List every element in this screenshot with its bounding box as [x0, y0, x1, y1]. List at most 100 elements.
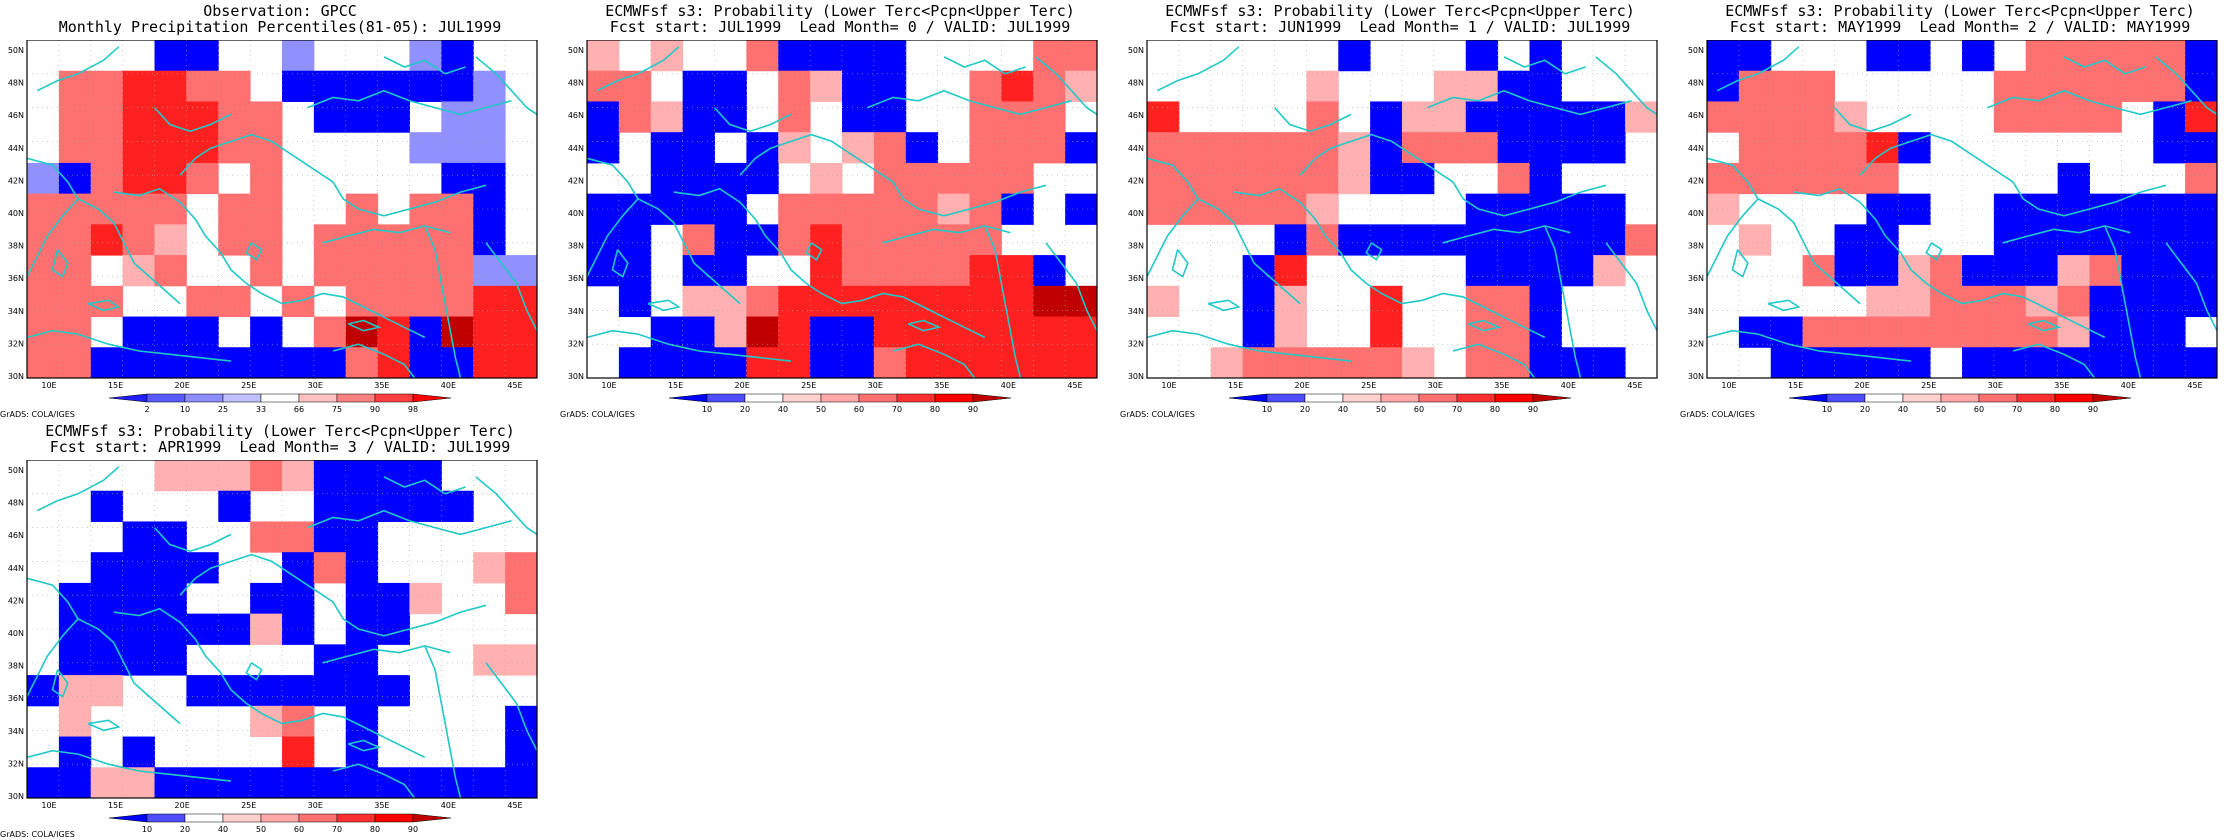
grid-cell [1529, 40, 1562, 72]
grid-cell [1274, 285, 1307, 318]
coastline [2063, 56, 2146, 75]
grid-cell [1993, 347, 2027, 379]
grid-cell [186, 40, 219, 72]
coastline [485, 662, 538, 752]
grid-cell [1210, 132, 1244, 164]
grid-cell [937, 162, 970, 195]
grid-cell [345, 70, 379, 102]
grid-cell [409, 40, 442, 72]
legend-swatch [412, 393, 452, 403]
grid-cell [154, 644, 187, 676]
grid-cell [409, 132, 442, 164]
grid-cell [1338, 40, 1371, 72]
grid-cell [650, 193, 684, 225]
grid-cell [2185, 285, 2218, 318]
grid-cell [313, 490, 347, 522]
grid-cell [1529, 132, 1562, 164]
grid-cell [186, 162, 219, 195]
lon-label: 10E [41, 381, 56, 390]
grid-cell [1370, 316, 1403, 348]
grid-cell [186, 347, 219, 379]
coastline [51, 249, 69, 278]
grid-cell [1306, 70, 1339, 102]
lat-label: 36N [1688, 274, 1704, 283]
legend-label: 80 [930, 405, 940, 414]
coastline [1605, 242, 1658, 332]
legend-swatch [1342, 393, 1382, 403]
grid-cell [587, 193, 620, 225]
grid-cell [1529, 193, 1562, 225]
grid-cell [778, 101, 811, 133]
grid-cell [842, 224, 875, 256]
grid-cell [1802, 70, 1835, 102]
grid-cell [473, 193, 506, 225]
legend-swatch [668, 393, 708, 403]
grid-cell [2057, 162, 2090, 195]
grid-cell [1866, 162, 1899, 195]
panel-subtitle: Monthly Precipitation Percentiles(81-05)… [58, 18, 502, 36]
grid-cell [1993, 285, 2027, 318]
grid-cell [154, 552, 187, 584]
grid-cell [58, 224, 92, 256]
grid-cell [473, 162, 506, 195]
legend-swatch [782, 393, 822, 403]
grid-cell [250, 162, 283, 195]
grid-cell [1593, 347, 1626, 379]
grid-cell [186, 767, 219, 799]
lon-label: 45E [507, 381, 522, 390]
map-frame [586, 40, 1098, 379]
lon-label: 30E [308, 801, 323, 810]
legend-swatch [896, 393, 936, 403]
coastline [347, 319, 382, 332]
legend-label: 10 [1822, 405, 1832, 414]
grid-cell [1033, 316, 1066, 348]
grid-cell [250, 101, 283, 133]
panel-title: ECMWFsf s3: Probability (Lower Terc<Pcpn… [1725, 2, 2195, 20]
lon-label: 35E [934, 381, 949, 390]
grid-cell [2153, 132, 2186, 164]
lon-label: 30E [868, 381, 883, 390]
grid-cell [1465, 316, 1499, 348]
grid-cell [473, 316, 506, 348]
coastline [77, 198, 181, 305]
lat-label: 46N [1688, 111, 1704, 120]
grid-cell [842, 316, 875, 348]
lon-label: 45E [1627, 381, 1642, 390]
grid-cell [1001, 132, 1034, 164]
grid-cell [1065, 285, 1098, 318]
legend-label: 20 [1300, 405, 1310, 414]
coastline [1233, 187, 1383, 295]
lon-label: 40E [2121, 381, 2136, 390]
grid-cell [1338, 162, 1371, 195]
legend-swatch [1494, 393, 1534, 403]
grid-cell [1274, 316, 1307, 348]
grid-cell [409, 767, 442, 799]
grid-cell [1147, 101, 1180, 133]
grid-cell [873, 347, 907, 379]
coastline [26, 329, 232, 362]
legend-label: 50 [256, 825, 266, 834]
grid-cell [313, 552, 347, 584]
grid-cell [2089, 285, 2122, 318]
grid-cell [473, 767, 506, 799]
legend-label: 50 [1376, 405, 1386, 414]
grid-cell [650, 40, 684, 72]
grid-cell [345, 316, 379, 348]
grid-cell [1178, 132, 1212, 164]
grid-cell [682, 162, 715, 195]
grid-cell [873, 316, 907, 348]
grid-cell [937, 255, 970, 287]
grid-cell [345, 347, 379, 379]
grid-cell [345, 101, 379, 133]
grid-cell [1433, 101, 1467, 133]
grid-cell [1993, 101, 2027, 133]
grid-cell [842, 193, 875, 225]
coastline [1381, 292, 1546, 339]
grid-cell [2025, 347, 2059, 379]
coastline [1442, 225, 1571, 244]
legend-label: 80 [2050, 405, 2060, 414]
grid-cell [441, 767, 474, 799]
lat-label: 48N [1688, 79, 1704, 88]
grid-cell [1274, 347, 1307, 379]
coastline [347, 739, 382, 752]
